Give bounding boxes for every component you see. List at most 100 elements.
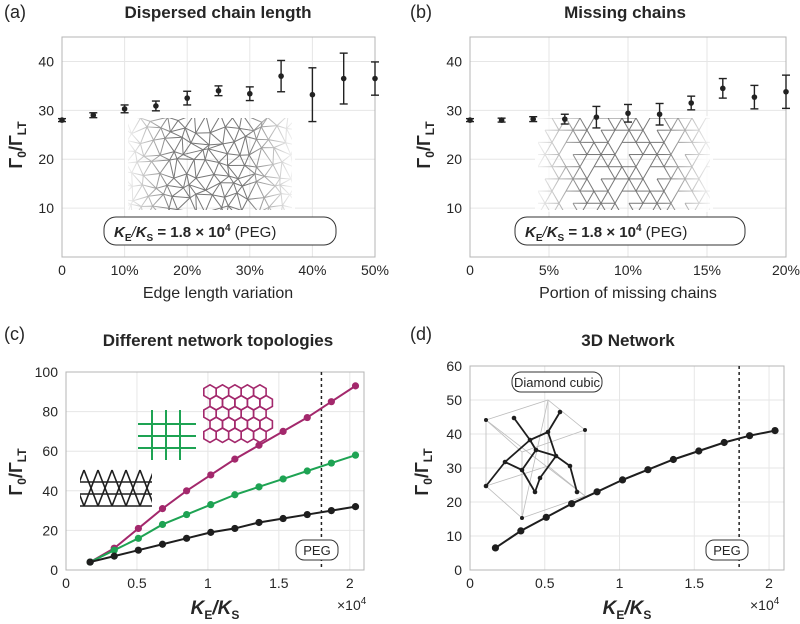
data-point xyxy=(255,483,263,491)
x-tick-label: 50% xyxy=(361,262,389,278)
panel-b-xlabel: Portion of missing chains xyxy=(539,285,717,302)
data-point xyxy=(327,507,335,515)
data-point xyxy=(517,527,525,535)
data-point xyxy=(183,487,191,495)
panel-b-marks xyxy=(466,74,790,129)
data-point xyxy=(783,88,789,95)
data-point xyxy=(134,546,142,554)
x-tick-label: 0.5 xyxy=(127,575,147,591)
x-tick-label: 0 xyxy=(58,262,66,278)
panel-a-ticks: 0 10% 20% 30% 40% 50% 10 20 30 40 xyxy=(38,53,389,278)
data-point xyxy=(110,552,118,560)
x-tick-label: 20% xyxy=(173,262,201,278)
y-tick-label: 50 xyxy=(446,392,462,408)
panel-a-frame xyxy=(61,36,376,258)
data-point xyxy=(59,117,65,123)
y-tick-label: 30 xyxy=(446,460,462,476)
data-point xyxy=(751,94,758,100)
error-bar-point xyxy=(308,67,317,123)
error-bar-point xyxy=(214,85,223,97)
x-tick-label: 1 xyxy=(616,575,624,591)
data-point xyxy=(498,117,505,123)
panel-c-peg-label: PEG xyxy=(295,539,339,561)
panel-c-title: Different network topologies xyxy=(103,331,333,350)
y-tick-label: 10 xyxy=(38,200,54,216)
hexagonal-lattice-icon xyxy=(203,383,274,444)
diamond-cubic-inset: Diamond cubic xyxy=(483,371,603,520)
data-point xyxy=(618,476,627,484)
data-point xyxy=(158,505,167,513)
series-line xyxy=(89,505,356,564)
panel-d-multiplier: ×104 xyxy=(750,596,780,613)
data-point xyxy=(340,75,347,82)
data-point xyxy=(669,455,677,464)
svg-text:Γ0/ΓLT: Γ0/ΓLT xyxy=(6,448,29,496)
data-point xyxy=(90,112,97,119)
panel-b-network-inset xyxy=(535,116,713,212)
x-tick-label: 0 xyxy=(466,262,474,278)
panel-b-annotation: KE/KS = 1.8 × 104 (PEG) xyxy=(514,216,746,246)
diamond-cubic-label: Diamond cubic xyxy=(514,375,600,390)
error-bar-point xyxy=(687,95,696,111)
data-point xyxy=(542,513,550,521)
panel-a: (a) Dispersed chain length 0 10% 20% 30% 40%… xyxy=(4,2,389,302)
data-point xyxy=(491,544,500,552)
data-point xyxy=(255,441,263,449)
y-tick-label: 20 xyxy=(42,522,58,538)
y-tick-label: 10 xyxy=(446,528,462,544)
data-point xyxy=(121,106,128,112)
series-triangular xyxy=(86,503,360,566)
data-point xyxy=(771,427,779,435)
panel-d-label: (d) xyxy=(410,324,432,344)
panel-c-ylabel: Γ0/ΓLT xyxy=(6,448,29,496)
data-point xyxy=(688,100,694,106)
square-lattice-icon xyxy=(138,410,196,460)
x-tick-label: 2 xyxy=(346,575,354,591)
panel-a-title: Dispersed chain length xyxy=(124,3,311,22)
x-tick-label: 20% xyxy=(772,262,800,278)
data-point xyxy=(562,116,568,122)
x-tick-label: 10% xyxy=(614,262,642,278)
data-point xyxy=(351,382,360,390)
error-bar-point xyxy=(497,117,506,123)
panel-a-marks xyxy=(58,52,379,123)
data-point xyxy=(327,398,335,406)
series-line xyxy=(89,385,357,563)
series-hexagonal xyxy=(86,382,360,566)
error-bar-point xyxy=(560,113,569,125)
panel-c-marks xyxy=(86,382,360,566)
data-point xyxy=(158,520,167,529)
data-point xyxy=(530,116,536,122)
series-line xyxy=(89,454,356,563)
svg-text:KE/KS: KE/KS xyxy=(191,598,240,622)
data-point xyxy=(153,103,159,109)
data-point xyxy=(247,90,253,97)
error-bar-point xyxy=(151,100,160,112)
x-tick-label: 40% xyxy=(298,262,326,278)
panel-d-frame xyxy=(469,365,785,571)
panel-b-title: Missing chains xyxy=(564,3,686,22)
data-point xyxy=(593,488,601,496)
data-point xyxy=(215,87,222,94)
y-tick-label: 40 xyxy=(42,483,58,499)
data-point xyxy=(231,524,239,533)
error-bar-point xyxy=(592,105,601,129)
panel-a-xlabel: Edge length variation xyxy=(143,285,293,302)
error-bar-point xyxy=(782,74,790,110)
data-point xyxy=(720,85,726,92)
data-point xyxy=(207,528,215,536)
data-point xyxy=(158,540,167,548)
y-tick-label: 0 xyxy=(454,562,462,578)
y-tick-label: 20 xyxy=(446,151,462,167)
error-bar-point xyxy=(655,102,664,126)
error-bar-point xyxy=(183,90,192,106)
data-point xyxy=(207,471,215,479)
y-tick-label: 10 xyxy=(446,200,462,216)
data-point xyxy=(278,73,284,79)
panel-d-xlabel: KE/KS xyxy=(603,598,652,622)
data-point xyxy=(279,514,287,523)
svg-text:KE/KS = 1.8 × 104 (PEG): KE/KS = 1.8 × 104 (PEG) xyxy=(114,223,276,244)
panel-b: (b) Missing chains 0 5% 10% 15% 20%10203040 … xyxy=(410,2,800,302)
data-point xyxy=(184,95,190,101)
